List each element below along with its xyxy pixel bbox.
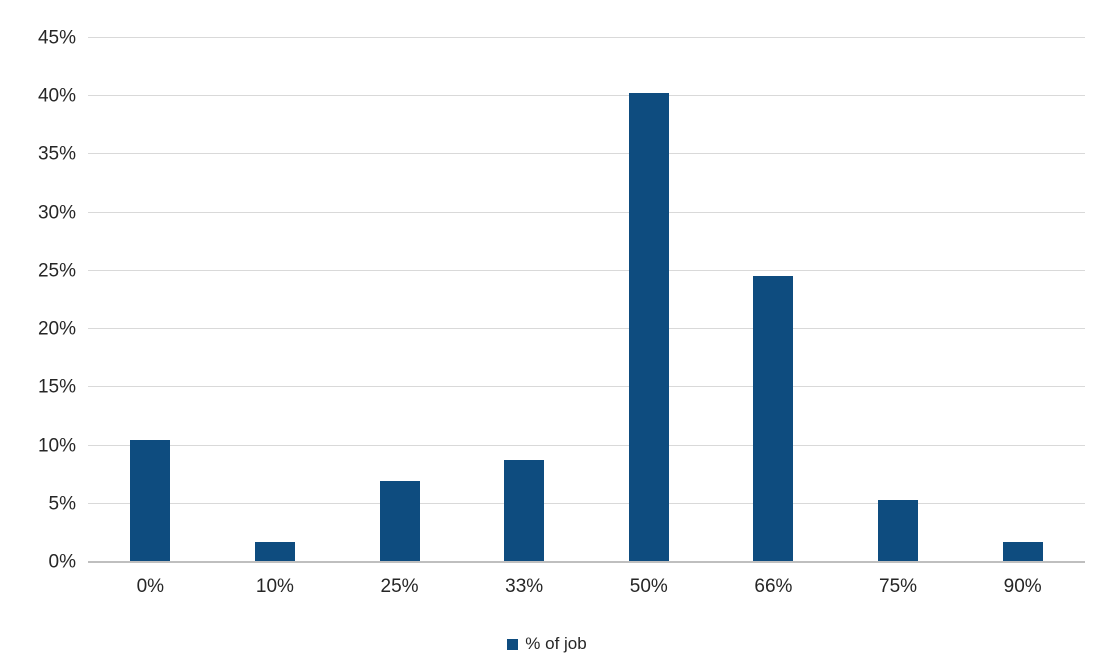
bar	[130, 439, 171, 562]
bar-slot	[960, 38, 1085, 562]
x-tick-label: 25%	[380, 576, 419, 597]
y-tick-label: 0%	[48, 551, 76, 573]
y-tick-label: 30%	[37, 202, 76, 224]
bar-slot	[711, 38, 836, 562]
gridline	[88, 444, 1085, 446]
gridline	[88, 386, 1085, 388]
y-tick-label: 15%	[37, 376, 76, 398]
gridline	[88, 269, 1085, 271]
bar-slot	[462, 38, 587, 562]
gridline	[88, 328, 1085, 330]
x-tick-label: 0%	[136, 576, 165, 597]
x-tick-label: 50%	[629, 576, 668, 597]
gridline	[88, 153, 1085, 155]
bar	[504, 459, 545, 562]
y-tick-label: 45%	[37, 27, 76, 49]
legend-label: % of job	[525, 634, 587, 653]
bar	[628, 92, 669, 562]
gridline	[88, 37, 1085, 38]
bar	[1002, 542, 1043, 562]
y-tick-label: 20%	[37, 318, 76, 340]
y-axis: 0% 5% 10% 15% 20% 25% 30% 35% 40% 45%	[0, 29, 76, 572]
bar-slot	[337, 38, 462, 562]
x-tick-label: 66%	[754, 576, 793, 597]
x-axis-line	[88, 561, 1085, 563]
y-tick-label: 25%	[37, 260, 76, 282]
bar-slot	[213, 38, 338, 562]
bars-layer	[88, 38, 1085, 562]
x-tick-label: 33%	[505, 576, 544, 597]
plot-area	[88, 37, 1085, 563]
legend: % of job	[0, 634, 1094, 654]
y-tick-label: 10%	[37, 435, 76, 457]
y-tick-label: 35%	[37, 143, 76, 165]
bar	[878, 500, 919, 562]
x-axis: 0% 10% 25% 33% 50% 66% 75% 90%	[88, 576, 1085, 599]
bar-slot	[836, 38, 961, 562]
bar	[254, 542, 295, 562]
bar	[379, 480, 420, 562]
x-tick-label: 90%	[1003, 576, 1042, 597]
gridline	[88, 211, 1085, 213]
gridline	[88, 95, 1085, 97]
bar	[753, 275, 794, 562]
x-tick-label: 75%	[879, 576, 918, 597]
y-tick-label: 40%	[37, 85, 76, 107]
x-tick-label: 10%	[255, 576, 294, 597]
y-tick-label: 5%	[48, 493, 76, 515]
bar-slot	[587, 38, 712, 562]
legend-swatch-icon	[507, 638, 519, 650]
gridline	[88, 502, 1085, 504]
bar-slot	[88, 38, 213, 562]
